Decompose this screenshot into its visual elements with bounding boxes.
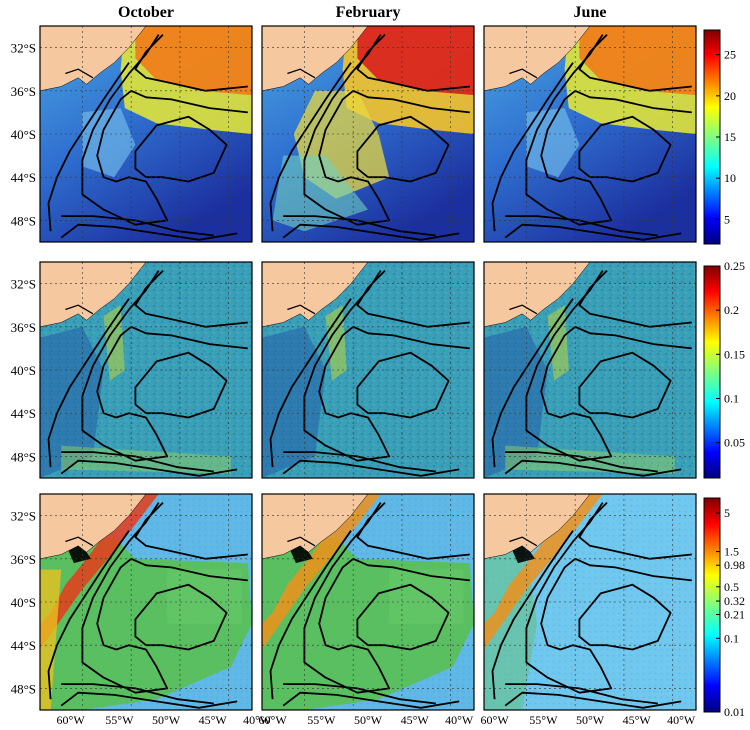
lon-label: 40°W	[667, 713, 696, 727]
lat-label: 40°S	[11, 363, 36, 378]
lat-label: 48°S	[11, 681, 36, 696]
lat-label: 32°S	[11, 509, 36, 524]
colorbar-gradient	[703, 265, 721, 479]
lon-label: 50°W	[354, 713, 383, 727]
lat-label: 40°S	[11, 595, 36, 610]
column-title: October	[118, 4, 174, 21]
map-panel-r1-c1	[39, 25, 253, 243]
lon-label: 55°W	[105, 713, 134, 727]
column-title: February	[336, 4, 401, 21]
colorbar-tick-label: 25	[724, 48, 736, 62]
lon-label: 40°W	[243, 713, 272, 727]
lon-label: 50°W	[576, 713, 605, 727]
lat-label: 40°S	[11, 127, 36, 142]
colorbar-row2: 0.25 0.2 0.15 0.1 0.05	[703, 259, 745, 479]
colorbar-tick-label: 10	[724, 171, 736, 185]
colorbar-row3: 5 1.50.98 0.50.320.21 0.1 0.01	[703, 497, 745, 719]
colorbar-row1: 25 20 15 10 5	[703, 29, 736, 245]
panels-layer	[39, 25, 697, 711]
colorbar-tick-label: 0.98	[724, 558, 745, 572]
colorbar-tick-label: 5	[724, 506, 730, 520]
colorbar-tick-label: 15	[724, 130, 736, 144]
lon-label: 55°W	[307, 713, 336, 727]
lat-label: 44°S	[11, 638, 36, 653]
lon-label: 60°W	[481, 713, 510, 727]
map-panel-r2-c2	[261, 261, 475, 479]
colorbar-tick-label: 0.2	[724, 303, 739, 317]
colorbar-tick-label: 1.5	[724, 545, 739, 559]
map-panel-r2-c1	[39, 261, 253, 479]
colorbar-tick-label: 0.15	[724, 347, 745, 361]
map-panel-r3-c2	[261, 493, 475, 711]
colorbar-tick-label: 5	[724, 212, 730, 226]
lon-label: 45°W	[623, 713, 652, 727]
lon-label: 40°W	[445, 713, 474, 727]
colorbar-tick-label: 0.1	[724, 631, 739, 645]
map-panel-r1-c3	[483, 25, 697, 243]
lat-label: 32°S	[11, 41, 36, 56]
lat-label: 36°S	[11, 320, 36, 335]
lat-label: 36°S	[11, 84, 36, 99]
colorbar-tick-label: 0.21	[724, 608, 745, 622]
colorbar-tick-label: 20	[724, 89, 736, 103]
map-panel-r1-c2	[261, 25, 475, 243]
lon-label: 50°W	[152, 713, 181, 727]
column-title: June	[574, 4, 607, 21]
colorbar-tick-label: 0.5	[724, 580, 739, 594]
lat-label: 48°S	[11, 449, 36, 464]
lat-label: 44°S	[11, 406, 36, 421]
colorbar-gradient	[703, 497, 721, 713]
lat-label: 44°S	[11, 170, 36, 185]
colorbar-tick-label: 0.01	[724, 705, 745, 719]
colorbar-tick-label: 0.1	[724, 392, 739, 406]
lon-label: 60°W	[57, 713, 86, 727]
colorbar-tick-label: 0.32	[724, 594, 745, 608]
map-panel-r3-c3	[483, 493, 697, 711]
colorbar-layer: 2520151050.250.20.150.10.0551.50.980.50.…	[703, 29, 745, 719]
lon-label: 45°W	[401, 713, 430, 727]
lon-label: 60°W	[259, 713, 288, 727]
lon-label: 45°W	[199, 713, 228, 727]
colorbar-tick-label: 0.25	[724, 259, 745, 273]
lon-label: 55°W	[529, 713, 558, 727]
labels-layer: October February June 32°S 36°S 40°S 44°S 48°S 3…	[11, 4, 696, 727]
map-panel-r2-c3	[483, 261, 697, 479]
lat-label: 36°S	[11, 552, 36, 567]
lat-label: 32°S	[11, 277, 36, 292]
lat-label: 48°S	[11, 213, 36, 228]
colorbar-tick-label: 0.05	[724, 436, 745, 450]
map-panel-r3-c1	[39, 493, 253, 711]
